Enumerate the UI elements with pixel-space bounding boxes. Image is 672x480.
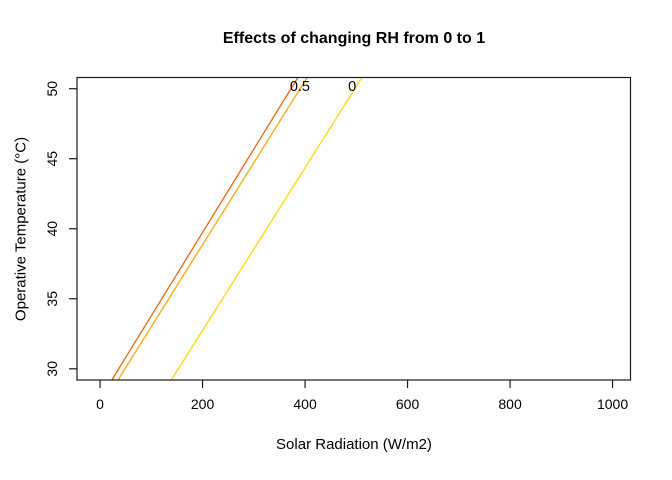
x-tick-label: 800	[498, 396, 522, 412]
x-tick-label: 1000	[597, 396, 628, 412]
y-tick-label: 40	[44, 221, 60, 237]
x-tick-label: 600	[396, 396, 420, 412]
line-label: 0.5	[290, 79, 310, 95]
x-tick-label: 400	[293, 396, 317, 412]
y-tick-label: 50	[44, 81, 60, 97]
y-tick-label: 30	[44, 361, 60, 377]
series-line	[111, 77, 299, 381]
x-tick-label: 200	[191, 396, 215, 412]
series-line	[117, 77, 308, 381]
series-line	[170, 77, 363, 381]
line-label: 0	[348, 79, 356, 95]
chart-title: Effects of changing RH from 0 to 1	[222, 30, 486, 47]
plot-border	[76, 76, 632, 381]
x-tick-label: 0	[96, 396, 104, 412]
x-axis-label: Solar Radiation (W/m2)	[276, 436, 432, 453]
y-tick-label: 35	[44, 291, 60, 307]
y-tick-label: 45	[44, 151, 60, 167]
